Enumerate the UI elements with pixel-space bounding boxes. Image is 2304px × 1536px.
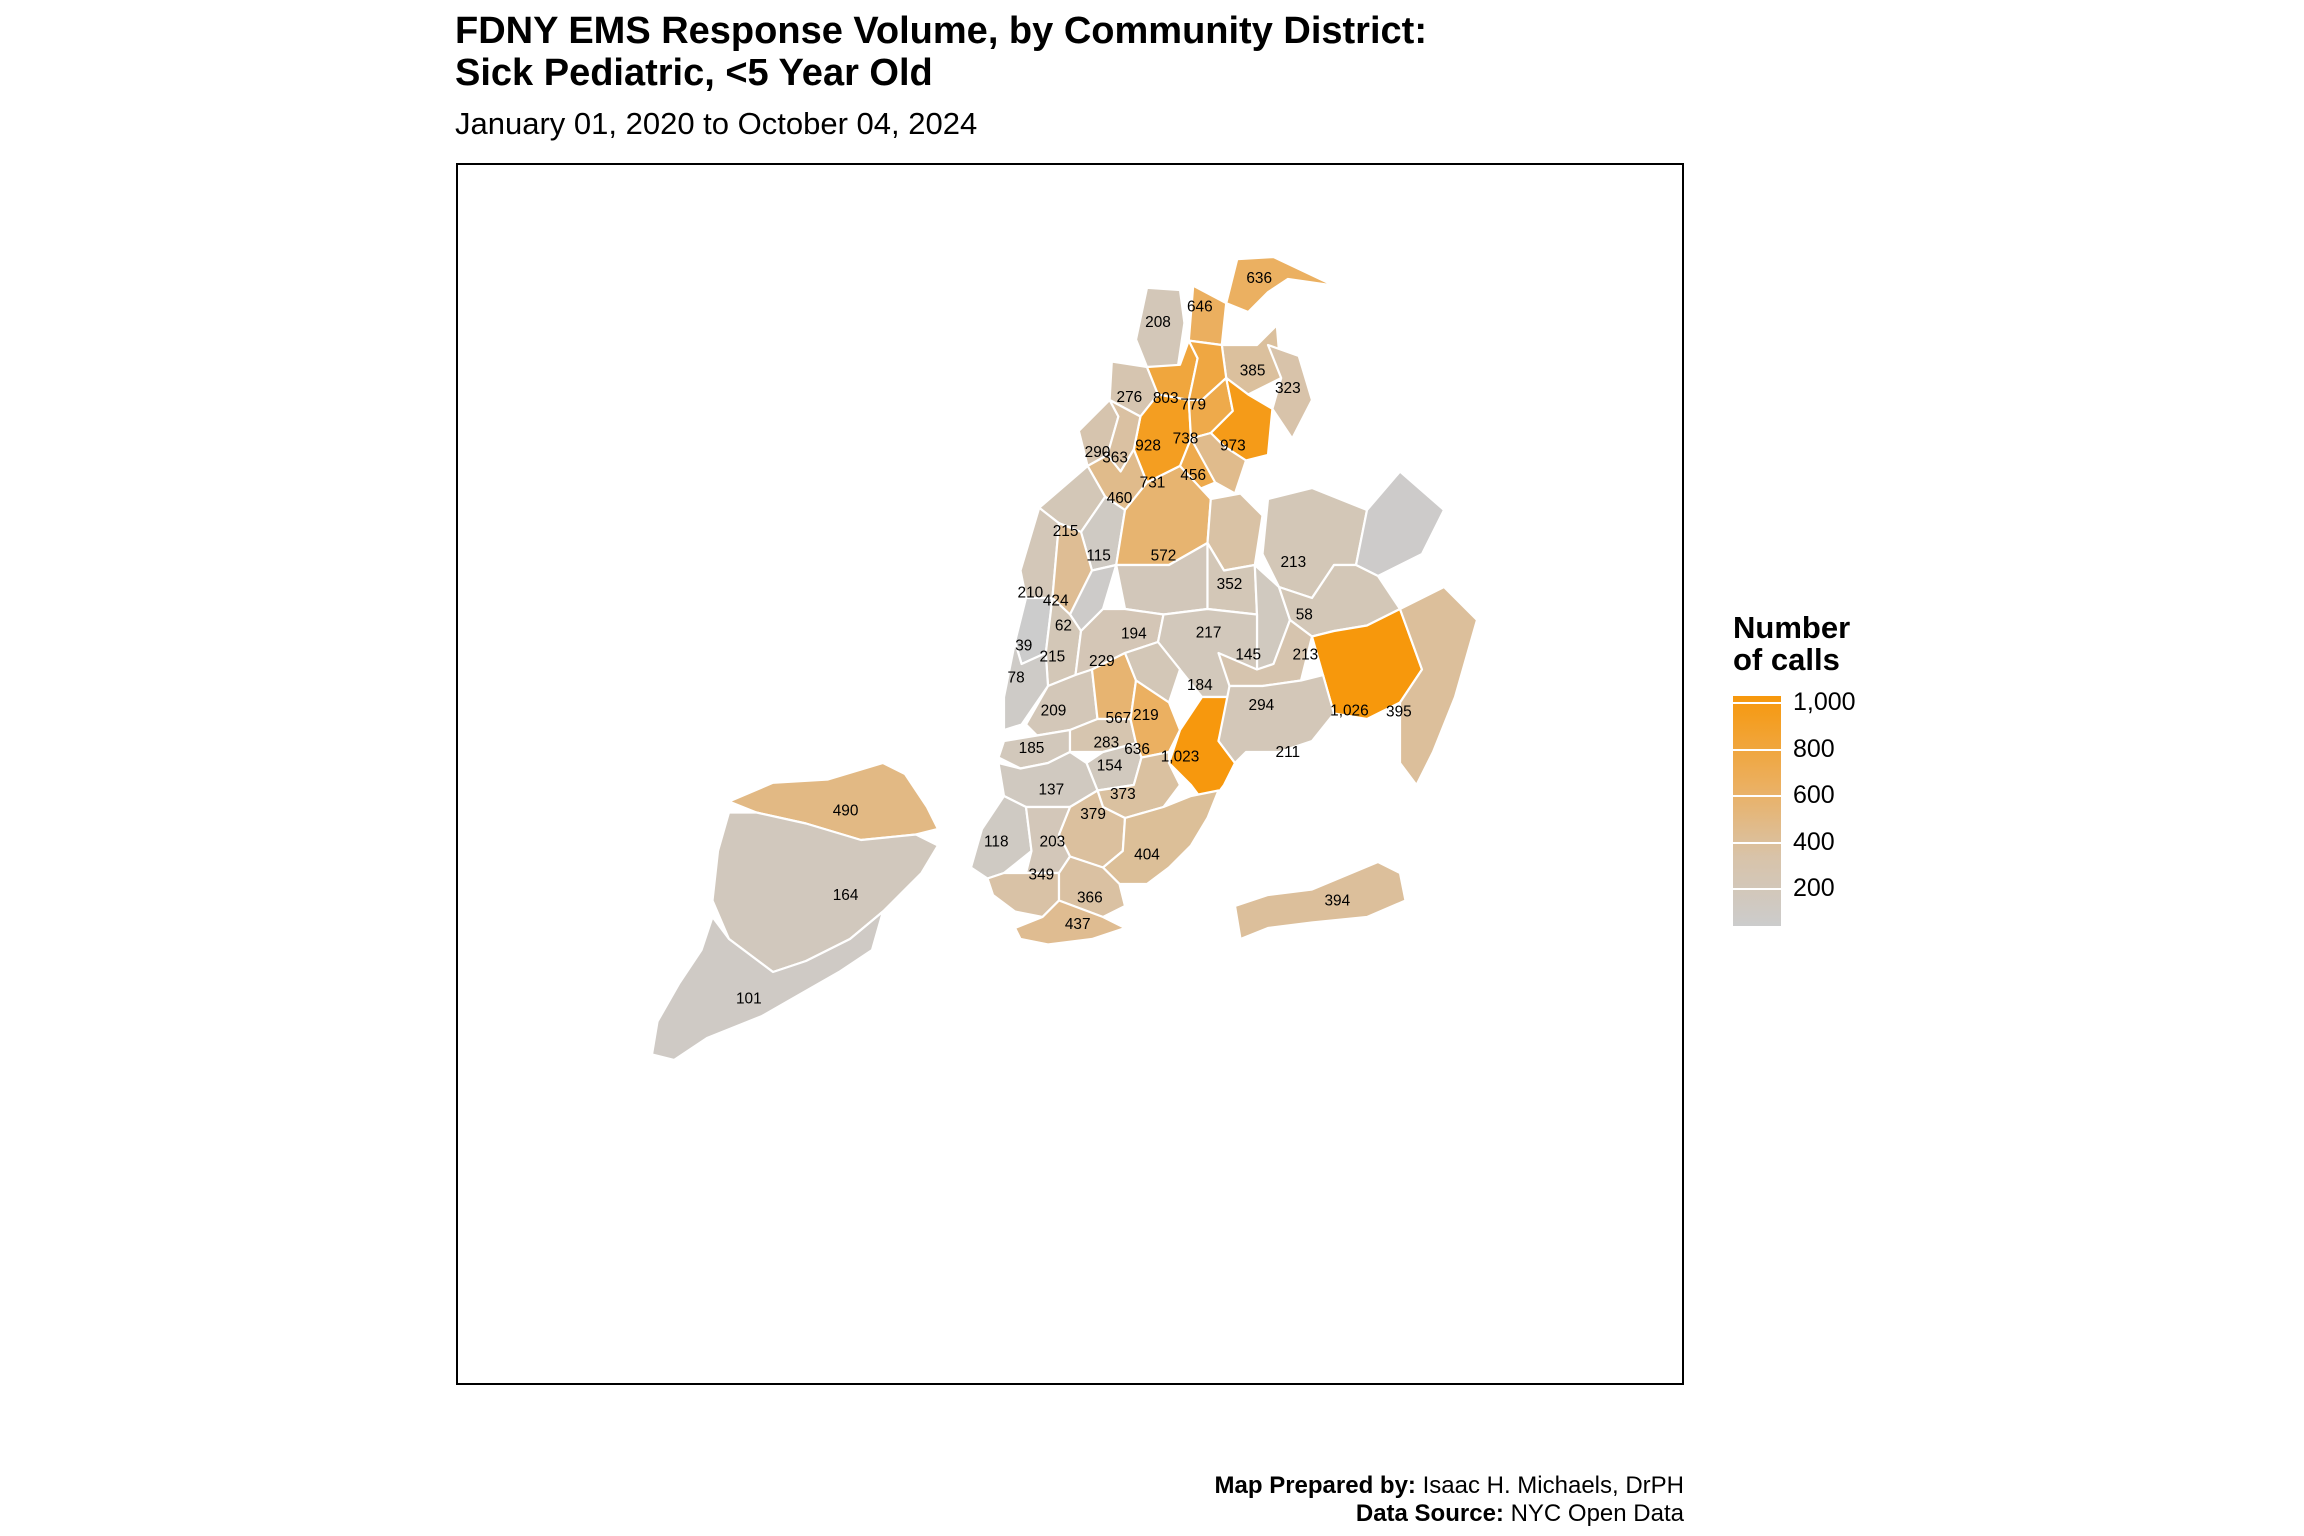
district-value-label: 213 [1280,554,1306,571]
caption-source: Data Source: NYC Open Data [1215,1500,1684,1528]
district-value-label: 928 [1135,437,1161,454]
district-value-label: 137 [1038,782,1064,799]
caption: Map Prepared by: Isaac H. Michaels, DrPH… [1215,1472,1684,1528]
district-value-label: 373 [1110,786,1136,803]
legend-tick-mark [1733,702,1781,705]
district-value-label: 58 [1296,607,1313,624]
district-value-label: 460 [1107,490,1133,507]
district-value-label: 184 [1187,677,1213,694]
legend-color-bar [1733,696,1781,926]
community-district [1002,640,1050,732]
legend-tick-label: 600 [1793,781,1835,810]
district-value-label: 636 [1124,741,1150,758]
district-value-label: 208 [1145,314,1171,331]
district-value-label: 164 [833,887,859,904]
district-value-label: 572 [1151,547,1177,564]
district-value-label: 424 [1043,592,1069,609]
community-district [1013,899,1127,946]
district-value-label: 185 [1019,740,1045,757]
community-district [1217,673,1336,765]
district-value-label: 229 [1089,653,1115,670]
district-value-label: 209 [1041,702,1067,719]
community-district [1167,695,1237,809]
district-value-label: 154 [1097,757,1123,774]
color-legend: Number of calls 1,000 800 600 400 200 [1733,610,1856,926]
district-value-label: 211 [1276,744,1301,761]
caption-source-value: NYC Open Data [1510,1500,1684,1527]
legend-tick-mark [1733,748,1781,751]
district-value-label: 101 [736,991,762,1008]
district-value-label: 145 [1235,646,1261,663]
district-value-label: 731 [1140,475,1166,492]
map-title: FDNY EMS Response Volume, by Community D… [455,10,1427,94]
community-district [1225,255,1336,314]
district-value-label: 349 [1029,866,1055,883]
community-district [1123,640,1182,704]
community-district [711,811,940,974]
map-subtitle: January 01, 2020 to October 04, 2024 [455,106,978,141]
community-district [1233,860,1407,941]
district-value-label: 363 [1102,449,1128,466]
legend-tick-label: 200 [1793,874,1835,903]
district-value-label: 1,023 [1161,749,1200,766]
district-value-label: 203 [1040,833,1066,850]
district-value-label: 646 [1187,299,1213,316]
district-value-label: 738 [1173,431,1199,448]
district-value-label: 490 [833,802,859,819]
district-value-label: 118 [984,833,1009,850]
community-district [1101,789,1220,886]
district-value-label: 803 [1153,390,1179,407]
legend-tick-mark [1733,841,1781,844]
legend-tick-mark [1733,795,1781,798]
caption-prepared: Map Prepared by: Isaac H. Michaels, DrPH [1215,1472,1684,1500]
caption-prepared-value: Isaac H. Michaels, DrPH [1422,1472,1684,1499]
legend-tick-label: 400 [1793,827,1835,856]
district-value-label: 62 [1055,618,1072,635]
district-value-label: 779 [1180,397,1206,414]
district-value-label: 456 [1180,467,1206,484]
community-district [650,910,885,1062]
district-value-label: 276 [1117,389,1143,406]
legend-tick-label: 800 [1793,734,1835,763]
district-value-label: 283 [1093,734,1119,751]
district-value-label: 394 [1324,893,1350,910]
district-value-label: 215 [1040,648,1066,665]
caption-source-label: Data Source: [1355,1500,1504,1527]
district-value-label: 213 [1293,646,1319,663]
district-value-label: 1,026 [1330,702,1369,719]
district-value-label: 973 [1220,437,1246,454]
community-district [1266,343,1314,440]
community-district [1354,470,1446,578]
district-value-label: 395 [1386,703,1412,720]
district-value-label: 567 [1106,710,1132,727]
district-value-label: 323 [1275,380,1301,397]
community-district [1189,431,1248,495]
district-value-label: 385 [1240,362,1266,379]
district-value-label: 404 [1134,846,1160,863]
district-value-label: 217 [1196,624,1222,641]
caption-prepared-label: Map Prepared by: [1214,1472,1416,1499]
district-value-label: 115 [1086,547,1111,564]
legend-tick-label: 1,000 [1793,688,1856,717]
district-value-label: 290 [1085,444,1111,461]
legend-title: Number of calls [1733,610,1851,677]
district-value-label: 219 [1133,707,1159,724]
district-value-label: 379 [1080,806,1106,823]
district-value-label: 366 [1077,889,1103,906]
district-value-label: 352 [1217,576,1243,593]
map-panel: 208 636 646 385 276 803 779 928 738 973 323 290 363 7… [456,163,1684,1385]
district-value-label: 636 [1246,270,1272,287]
district-value-label: 294 [1249,697,1275,714]
district-value-label: 437 [1065,916,1091,933]
community-district [1398,585,1479,787]
district-value-label: 210 [1018,585,1044,602]
district-value-label: 215 [1053,523,1079,540]
district-value-label: 78 [1008,669,1025,686]
district-value-label: 194 [1121,625,1147,642]
legend-tick-mark [1733,888,1781,891]
district-value-label: 39 [1015,637,1032,654]
